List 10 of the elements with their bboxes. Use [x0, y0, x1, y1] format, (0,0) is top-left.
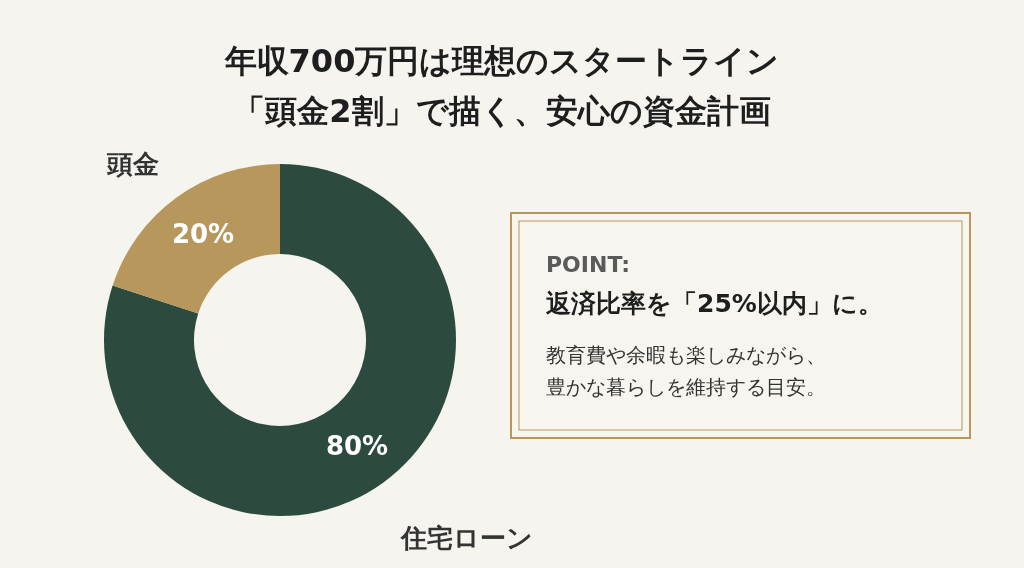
slice-label: 住宅ローン — [400, 522, 534, 553]
text: 豊かな暮らしを維持する目安。 — [546, 375, 826, 399]
text: POINT: — [546, 252, 631, 277]
data-label: 20% — [171, 219, 235, 250]
text: 返済比率を「25%以内」に。 — [545, 289, 883, 318]
text: 教育費や余暇も楽しみながら、 — [546, 343, 826, 367]
chart-subtitle: 「頭金2割」で描く、安心の資金計画 — [233, 92, 771, 130]
data-label: 80% — [325, 430, 389, 461]
slice-label: 頭金 — [105, 149, 159, 180]
chart-title: 年収700万円は理想のスタートライン — [223, 42, 780, 80]
